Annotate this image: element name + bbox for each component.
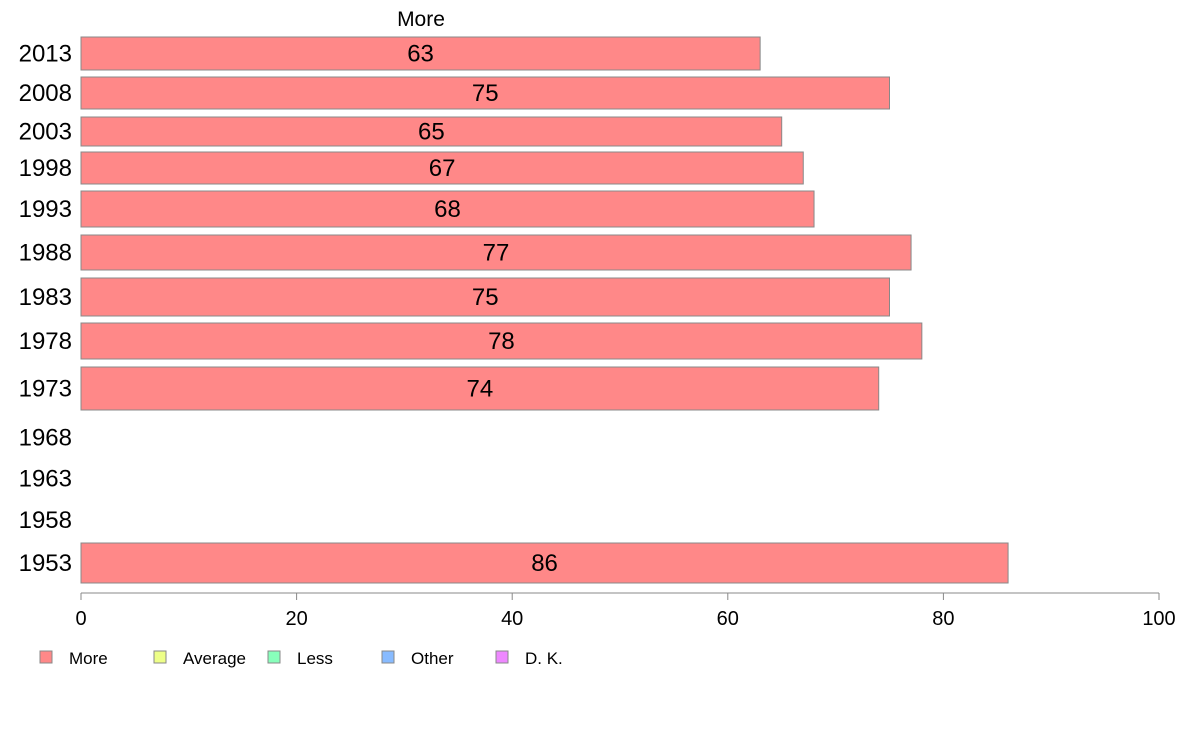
category-label-1988: 1988 <box>19 240 72 267</box>
data-label-1973: 74 <box>467 376 494 403</box>
data-label-1978: 78 <box>488 328 515 355</box>
x-axis: 0 20 40 60 80 100 <box>75 592 1176 630</box>
category-label-1978: 1978 <box>19 328 72 355</box>
bar-1978 <box>80 322 923 360</box>
data-label-1983: 75 <box>472 284 499 311</box>
category-label-1973: 1973 <box>19 376 72 403</box>
legend-swatch-average <box>153 650 167 664</box>
category-label-1993: 1993 <box>19 196 72 223</box>
x-tick-label-20: 20 <box>285 608 307 630</box>
data-label-2003: 65 <box>418 119 445 146</box>
category-labels: 2013 2008 2003 1998 1993 1988 1983 1978 1973 1968… <box>19 41 72 578</box>
data-label-1998: 67 <box>429 155 456 182</box>
data-label-1993: 68 <box>434 196 461 223</box>
legend: More Average Less Other D. K. <box>39 649 563 668</box>
bar-1983 <box>80 277 890 317</box>
legend-swatch-other <box>381 650 395 664</box>
category-label-2003: 2003 <box>19 119 72 146</box>
legend-swatch-less <box>267 650 281 664</box>
legend-label-d-k: D. K. <box>525 649 563 668</box>
category-label-1983: 1983 <box>19 284 72 311</box>
category-label-1998: 1998 <box>19 155 72 182</box>
bar-1993 <box>80 190 815 228</box>
bar-1988 <box>80 234 912 271</box>
data-label-2008: 75 <box>472 80 499 107</box>
bar-2013 <box>80 36 761 71</box>
legend-label-less: Less <box>297 649 333 668</box>
x-tick-label-80: 80 <box>932 608 954 630</box>
category-label-1958: 1958 <box>19 507 72 534</box>
bar-1998 <box>80 151 804 185</box>
legend-label-more: More <box>69 649 108 668</box>
legend-label-other: Other <box>411 649 454 668</box>
bar-2008 <box>80 76 890 110</box>
data-label-2013: 63 <box>407 41 434 68</box>
category-label-1968: 1968 <box>19 425 72 452</box>
panel-title: More <box>397 8 445 31</box>
bars-group: 63 75 65 67 68 77 75 78 74 86 <box>80 36 1009 584</box>
legend-swatch-more <box>39 650 53 664</box>
category-label-2013: 2013 <box>19 41 72 68</box>
x-tick-label-60: 60 <box>717 608 739 630</box>
category-label-2008: 2008 <box>19 80 72 107</box>
category-label-1963: 1963 <box>19 466 72 493</box>
data-label-1953: 86 <box>531 550 558 577</box>
bar-1973 <box>80 366 880 411</box>
category-label-1953: 1953 <box>19 550 72 577</box>
x-tick-label-100: 100 <box>1142 608 1175 630</box>
legend-swatch-d-k <box>495 650 509 664</box>
x-tick-label-0: 0 <box>75 608 86 630</box>
data-label-1988: 77 <box>483 240 510 267</box>
x-tick-label-40: 40 <box>501 608 523 630</box>
bar-1953 <box>80 542 1009 584</box>
legend-label-average: Average <box>183 649 246 668</box>
bar-2003 <box>80 116 783 147</box>
